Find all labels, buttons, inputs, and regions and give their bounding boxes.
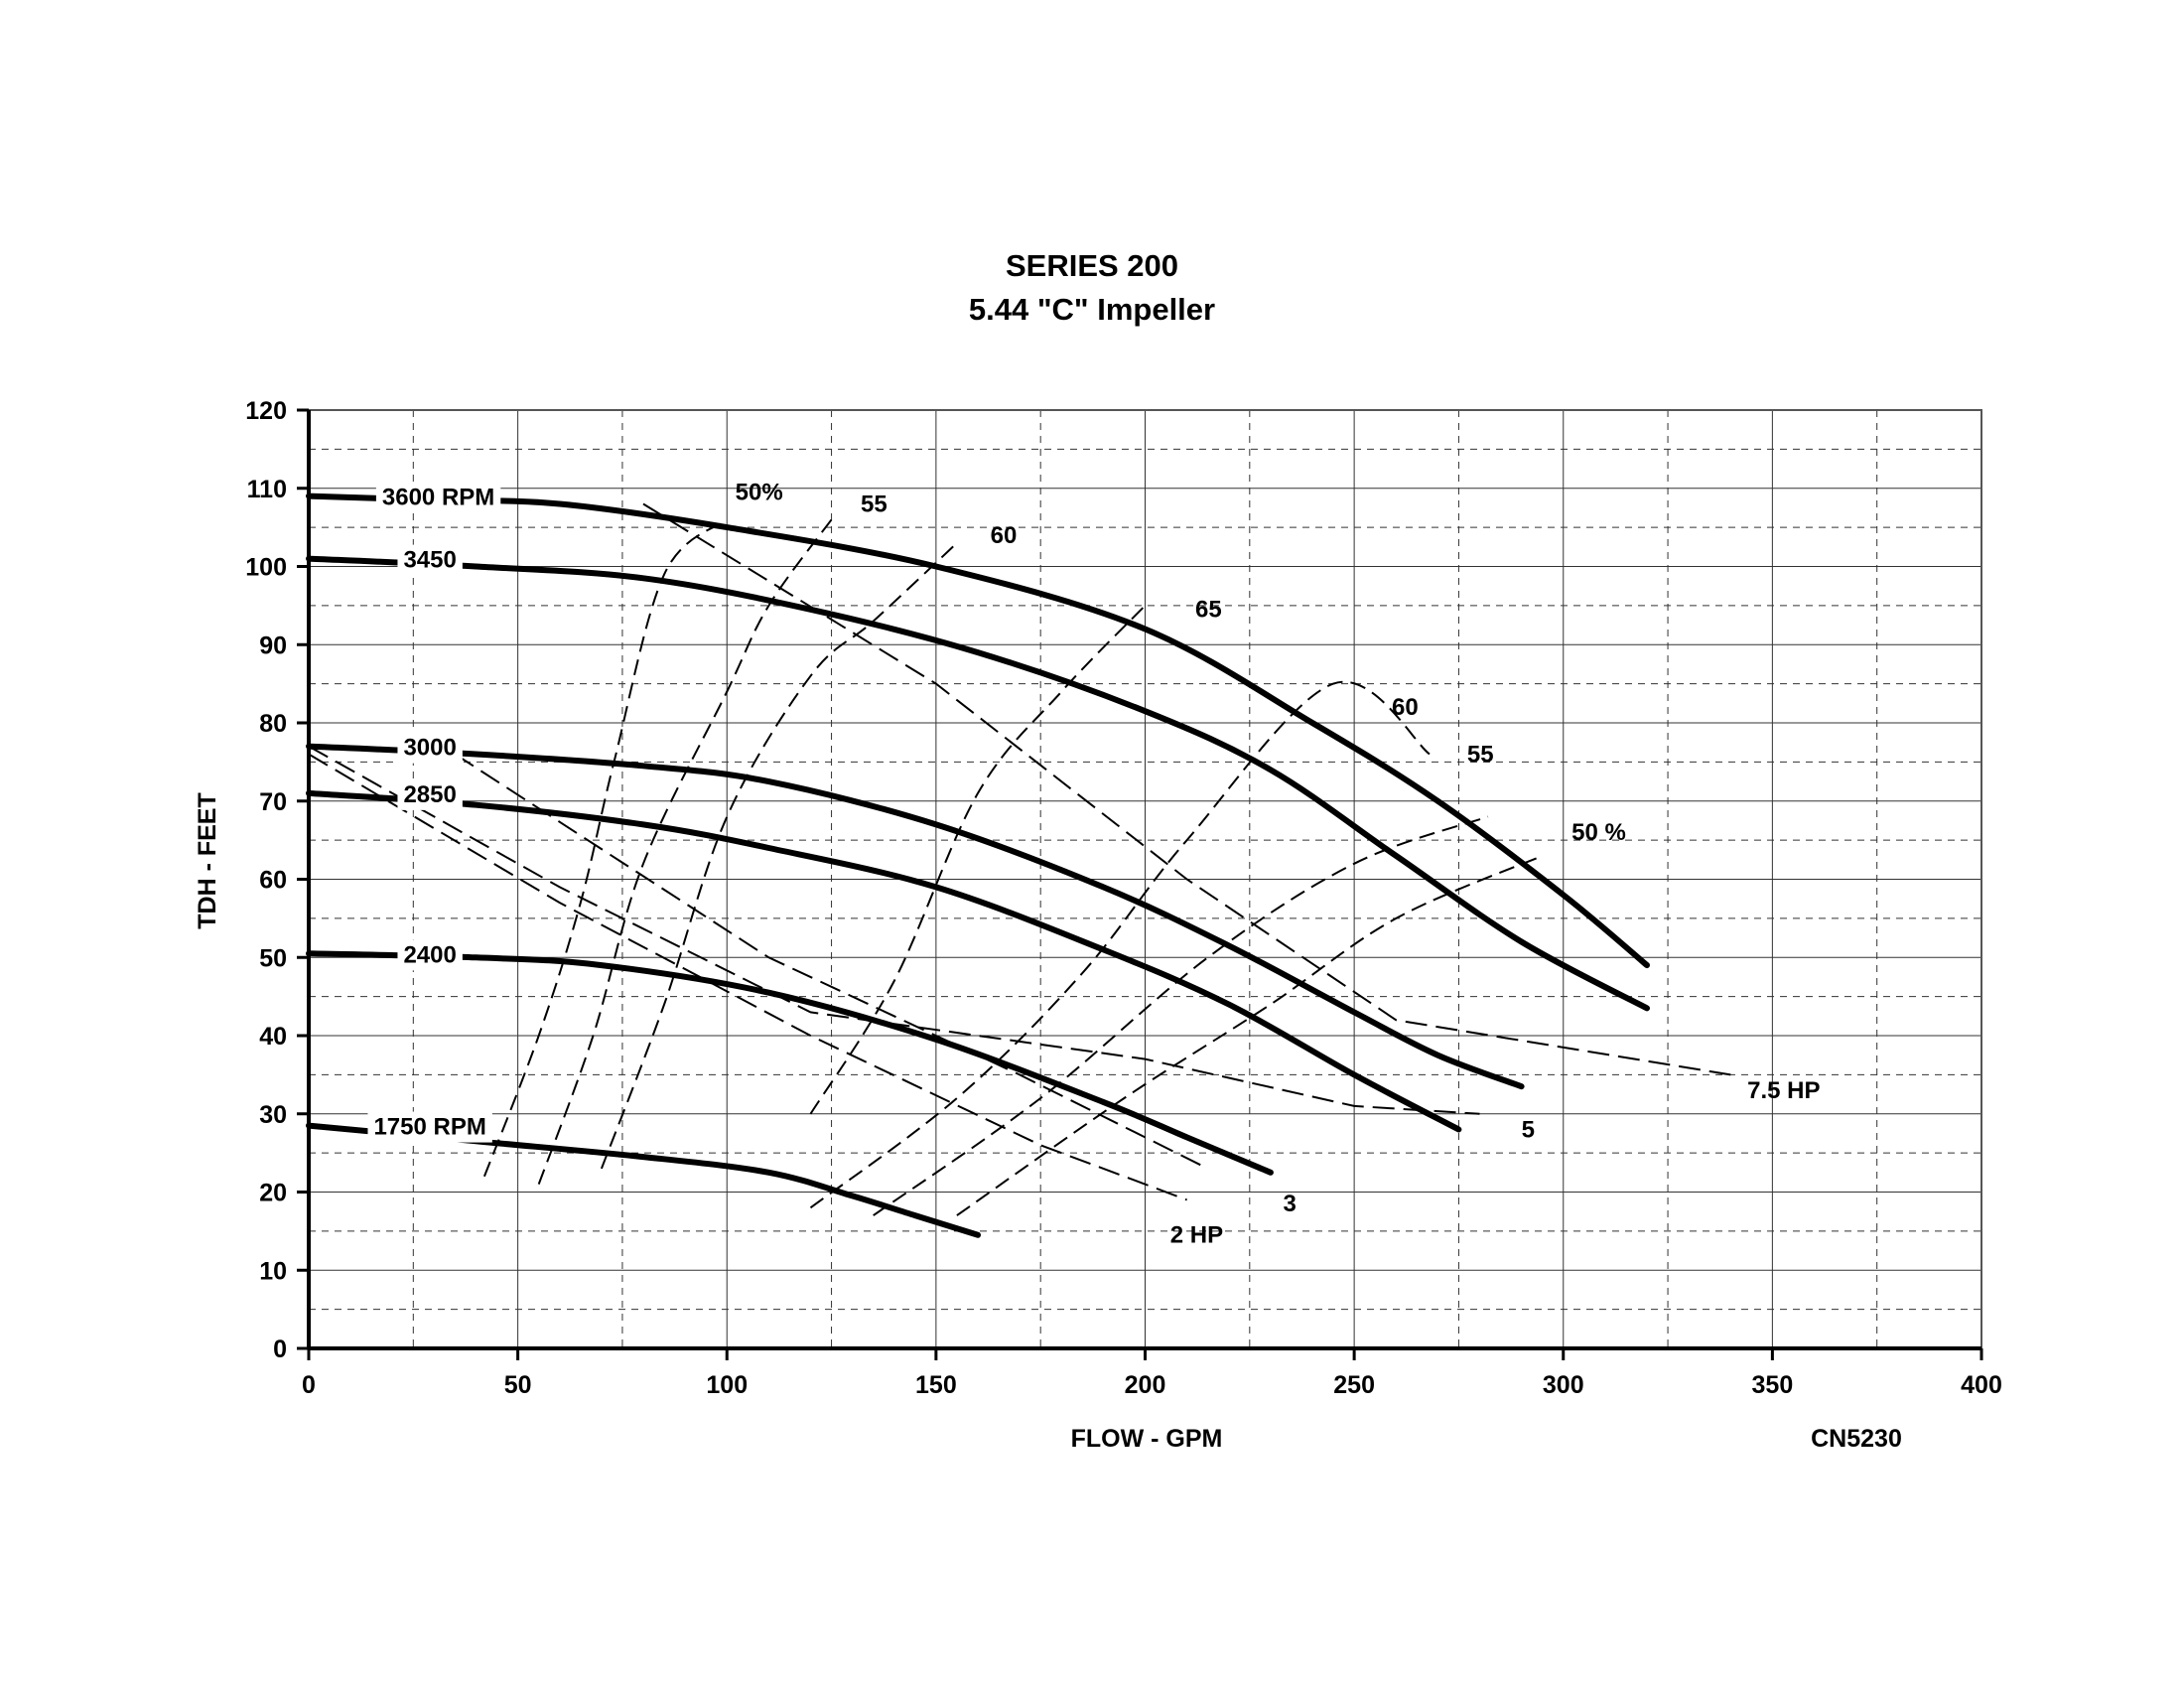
chart-subtitle: 5.44 "C" Impeller bbox=[968, 292, 1216, 327]
horsepower-lines: 7.5 HP 5 3 2 HP bbox=[308, 502, 1820, 1249]
y-tick-label: 110 bbox=[247, 476, 287, 503]
rpm-curve-label: 3000 bbox=[403, 735, 456, 762]
grid bbox=[309, 409, 1982, 1348]
y-tick-label: 30 bbox=[259, 1101, 287, 1129]
rpm-curve-label: 3450 bbox=[403, 547, 456, 574]
rpm-label-bg bbox=[375, 482, 501, 513]
x-tick-label: 50 bbox=[504, 1371, 532, 1399]
efficiency-curve-55 bbox=[537, 518, 833, 1185]
efficiency-label: 50% bbox=[736, 480, 783, 506]
rpm-curve-2850 bbox=[306, 789, 1462, 1133]
y-tick-label: 60 bbox=[259, 867, 287, 895]
rpm-curve-label: 1750 RPM bbox=[373, 1114, 485, 1141]
rpm-curve-3000 bbox=[306, 743, 1525, 1090]
horsepower-line-7-5-hp bbox=[642, 502, 1731, 1076]
y-tick-label: 100 bbox=[245, 554, 287, 582]
chart-title: SERIES 200 bbox=[1005, 248, 1179, 283]
x-tick-label: 250 bbox=[1333, 1371, 1375, 1399]
efficiency-label: 50 % bbox=[1571, 819, 1626, 846]
y-tick-label: 120 bbox=[245, 397, 287, 425]
efficiency-curve-50 bbox=[482, 518, 728, 1178]
chart-title-block: SERIES 200 5.44 "C" Impeller bbox=[0, 244, 2184, 332]
x-tick-label: 150 bbox=[915, 1371, 957, 1399]
rpm-curves bbox=[306, 492, 1650, 1238]
x-tick-label: 300 bbox=[1543, 1371, 1584, 1399]
rpm-label-bg bbox=[367, 1111, 492, 1143]
efficiency-curve-50 bbox=[956, 854, 1544, 1216]
efficiency-curve-60 bbox=[809, 680, 1431, 1209]
rpm-curve-label: 2850 bbox=[403, 781, 456, 808]
x-tick-label: 0 bbox=[302, 1371, 316, 1399]
efficiency-label: 55 bbox=[1467, 741, 1494, 768]
rpm-label-bg bbox=[397, 939, 463, 971]
x-tick-label: 350 bbox=[1752, 1371, 1794, 1399]
rpm-label-bg bbox=[397, 544, 463, 576]
efficiency-label: 55 bbox=[861, 491, 887, 517]
axes: 0 50 100 150 200 250 300 350 400 0 10 20 30 40 50 60 70 8… bbox=[245, 397, 2002, 1399]
x-axis-title: FLOW - GPM bbox=[1071, 1425, 1223, 1453]
efficiency-curve-65 bbox=[809, 605, 1147, 1115]
rpm-curve-2400 bbox=[306, 950, 1274, 1176]
efficiency-curve-55 bbox=[873, 815, 1489, 1216]
rpm-curve-3600-rpm bbox=[306, 492, 1650, 969]
efficiency-label: 60 bbox=[1392, 694, 1419, 721]
rpm-curve-label: 2400 bbox=[403, 941, 456, 968]
rpm-curve-3450 bbox=[306, 555, 1650, 1012]
efficiency-label: 65 bbox=[1195, 597, 1222, 624]
y-tick-label: 90 bbox=[259, 632, 287, 659]
horsepower-line-3 bbox=[454, 753, 1209, 1170]
efficiency-curves: 50% 55 60 65 60 55 50 % bbox=[482, 480, 1626, 1216]
y-tick-label: 0 bbox=[273, 1336, 287, 1363]
x-tick-label: 200 bbox=[1125, 1371, 1166, 1399]
x-tick-label: 400 bbox=[1961, 1371, 2002, 1399]
horsepower-label: 3 bbox=[1284, 1191, 1297, 1217]
rpm-label-bg bbox=[397, 732, 463, 764]
y-tick-label: 50 bbox=[259, 944, 287, 972]
y-tick-label: 80 bbox=[259, 710, 287, 738]
efficiency-label: 60 bbox=[991, 522, 1018, 549]
horsepower-label: 5 bbox=[1522, 1116, 1535, 1143]
chart-code: CN5230 bbox=[1811, 1425, 1902, 1453]
curve-labels: 3600 RPM 3450 3000 2850 2400 1750 RPM bbox=[367, 482, 501, 1143]
horsepower-line-5 bbox=[308, 745, 1480, 1115]
rpm-curve-label: 3600 RPM bbox=[382, 485, 494, 511]
y-tick-label: 70 bbox=[259, 788, 287, 816]
rpm-label-bg bbox=[397, 778, 463, 810]
horsepower-line-2-hp bbox=[308, 753, 1187, 1201]
y-tick-label: 40 bbox=[259, 1023, 287, 1051]
horsepower-label: 7.5 HP bbox=[1747, 1077, 1820, 1104]
horsepower-label: 2 HP bbox=[1170, 1222, 1223, 1249]
x-tick-label: 100 bbox=[706, 1371, 748, 1399]
y-tick-label: 20 bbox=[259, 1180, 287, 1207]
y-axis-title: TDH - FEET bbox=[194, 792, 221, 929]
y-tick-label: 10 bbox=[259, 1257, 287, 1285]
